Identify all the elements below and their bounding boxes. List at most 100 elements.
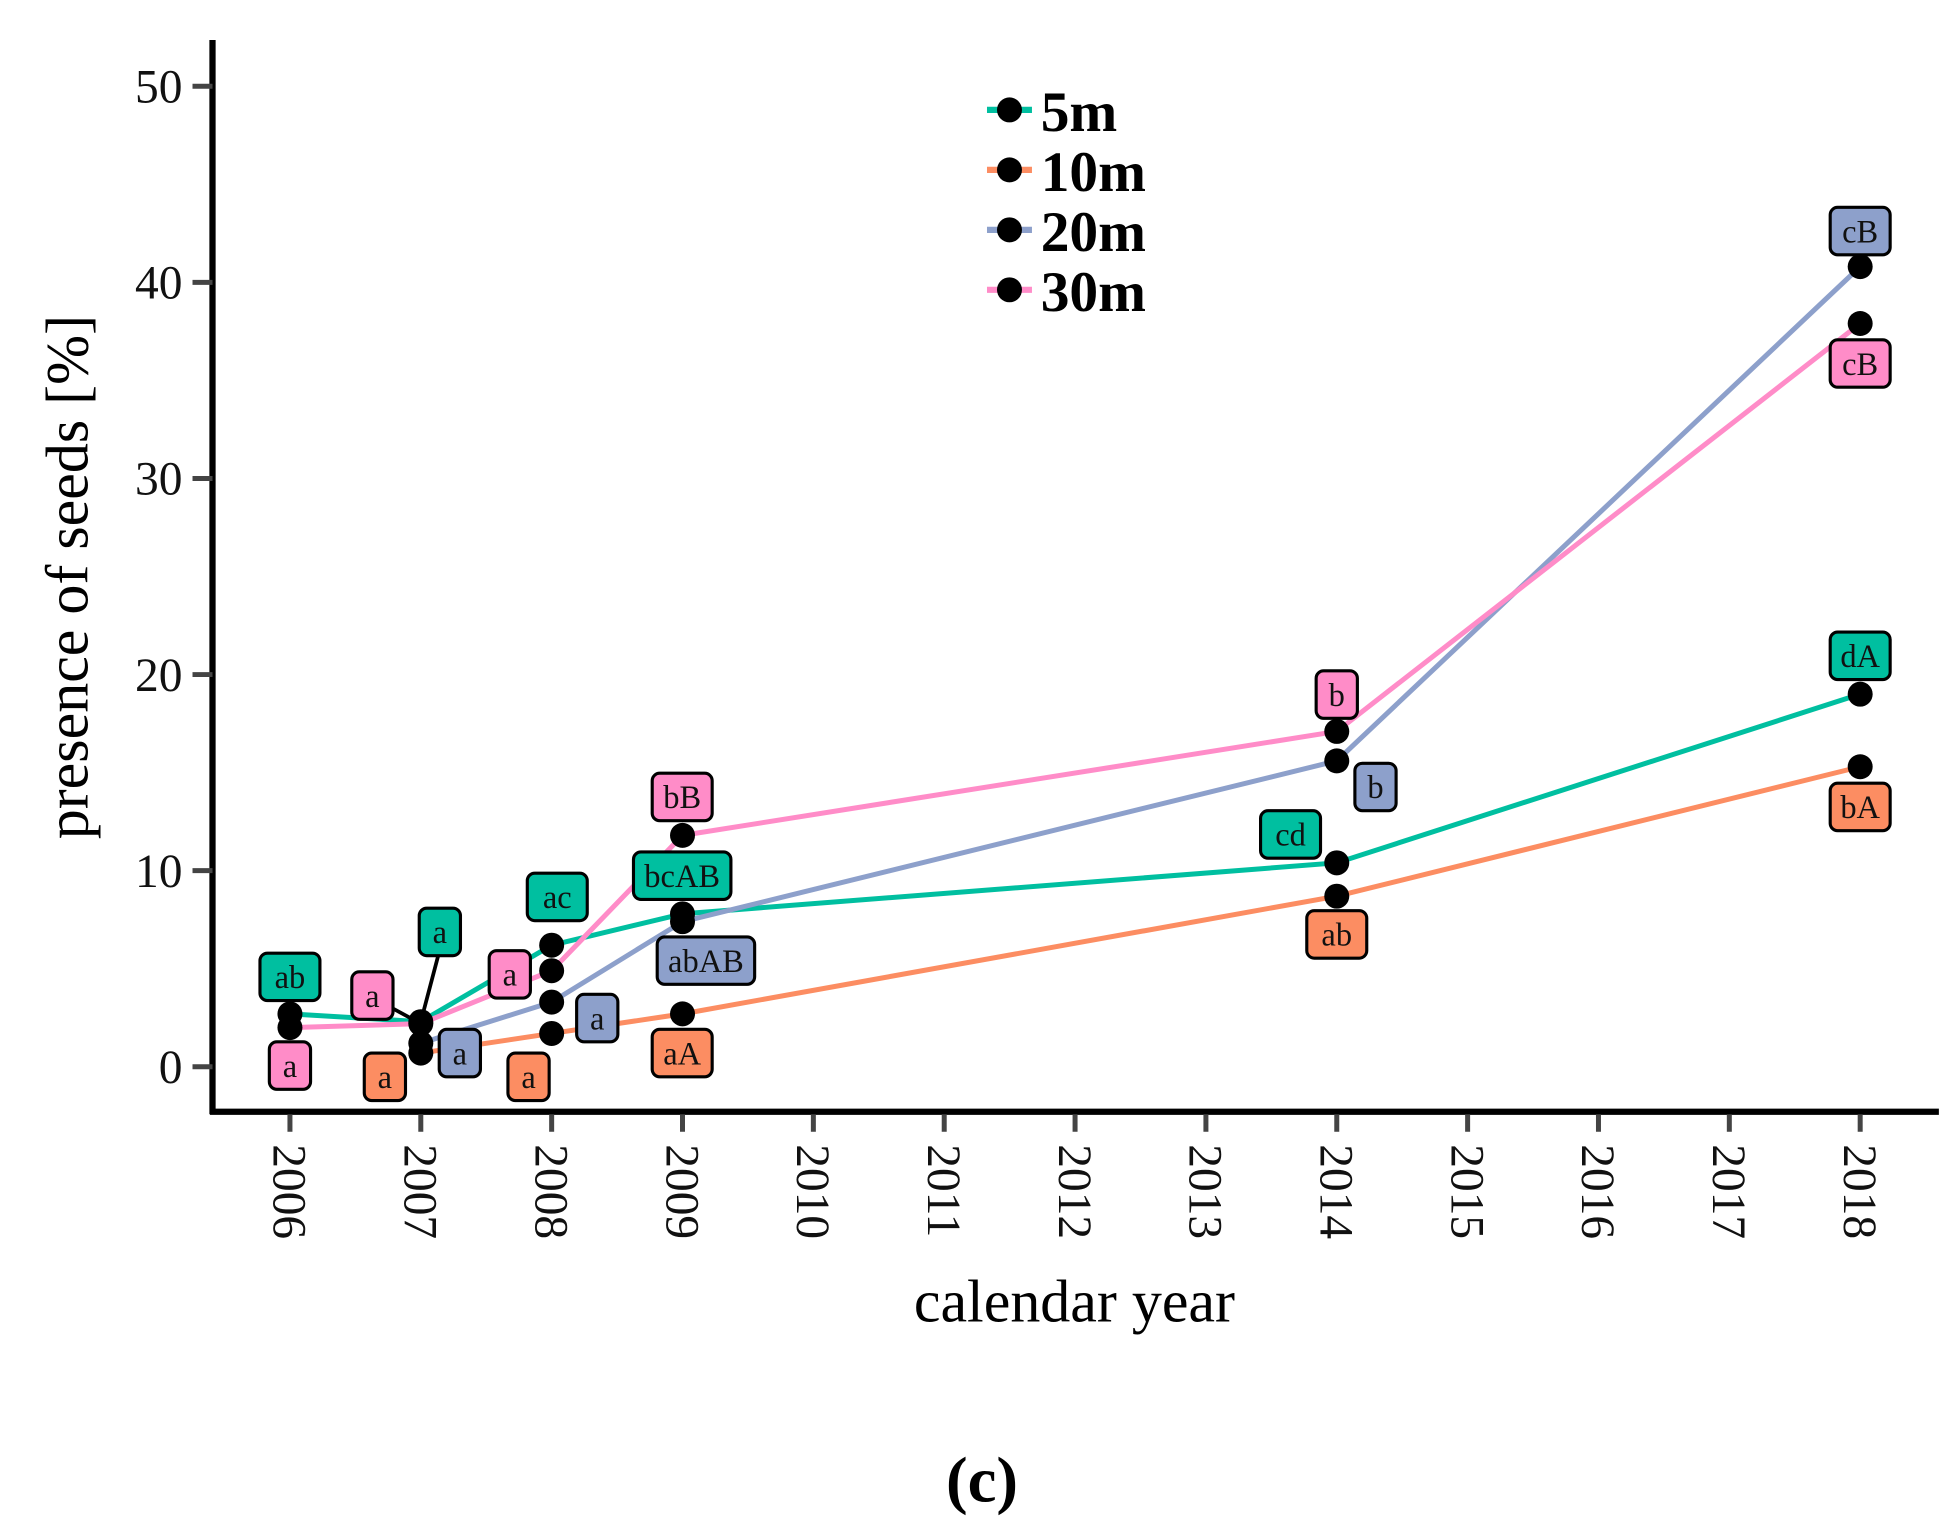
label-text: a [283, 1049, 297, 1085]
label-text: cB [1842, 214, 1878, 250]
label-box [487, 949, 532, 1000]
y-tick-label: 10 [135, 846, 182, 898]
legend-item-30m: 30m [986, 261, 1146, 324]
label-20m-2018: cB [1828, 205, 1892, 257]
label-text: a [453, 1036, 467, 1072]
legend-label: 10m [1041, 141, 1146, 204]
label-30m-2009: bB [650, 771, 714, 823]
label-5m-2014: cd [1259, 809, 1323, 860]
label-text: a [433, 915, 447, 951]
label-5m-2008: ac [525, 871, 589, 923]
label-10m-2009: aA [650, 1027, 714, 1079]
x-tick-label: 2009 [655, 1144, 707, 1239]
label-leader-line [388, 1005, 422, 1026]
x-tick-label: 2010 [786, 1144, 838, 1239]
label-text: cB [1842, 347, 1878, 383]
y-tick-label: 30 [135, 454, 182, 506]
legend-label: 5m [1041, 81, 1118, 144]
y-tick-label: 20 [135, 650, 182, 702]
label-box [631, 850, 733, 901]
x-tick-label: 2006 [263, 1144, 315, 1239]
label-text: a [365, 979, 379, 1015]
label-5m-2018: dA [1828, 630, 1892, 682]
label-box [650, 771, 714, 823]
label-box [655, 935, 757, 986]
legend-item-20m: 20m [986, 201, 1146, 264]
label-text: bA [1840, 790, 1880, 826]
point-30m-2009 [670, 822, 695, 848]
point-labels: ab a ac bcAB cd dA a a aA ab bA a a abAB b cB a a a bB b cB [258, 205, 1892, 1103]
label-text: ab [1321, 918, 1352, 954]
point-10m-2008 [539, 1020, 565, 1046]
line-5m [289, 691, 1861, 1025]
label-20m-2007: a [437, 1027, 483, 1079]
label-20m-2014: b [1353, 761, 1398, 813]
label-box [525, 871, 589, 923]
point-20m-2014 [1324, 748, 1350, 774]
label-20m-2008: a [575, 992, 620, 1044]
label-10m-2008: a [506, 1051, 551, 1103]
label-30m-2018: cB [1828, 338, 1892, 389]
label-30m-2006: a [267, 1040, 313, 1091]
label-10m-2018: bA [1828, 781, 1892, 833]
legend-label: 20m [1041, 201, 1146, 264]
axes: 0 10 20 30 40 50 2006 2007 2008 2009 2010 2011 2012 2… [135, 39, 1939, 1239]
label-box [1314, 669, 1359, 720]
label-text: ac [543, 880, 572, 916]
label-30m-2008: a [487, 949, 532, 1000]
label-text: dA [1840, 639, 1880, 675]
label-box [350, 970, 395, 1021]
point-10m-2018 [1847, 754, 1873, 780]
x-tick-label: 2013 [1179, 1144, 1231, 1239]
label-5m-2006: ab [258, 951, 322, 1003]
x-axis-title: calendar year [914, 1269, 1235, 1335]
x-tick-label: 2015 [1440, 1144, 1492, 1239]
x-tick-label: 2008 [524, 1144, 576, 1239]
label-text: a [521, 1060, 535, 1096]
y-tick-label: 0 [159, 1042, 183, 1094]
legend-item-5m: 5m [986, 81, 1118, 144]
label-box [1353, 761, 1398, 813]
point-30m-2014 [1324, 718, 1350, 744]
label-text: a [378, 1060, 392, 1096]
label-box [1828, 630, 1892, 682]
x-tick-label: 2012 [1048, 1144, 1100, 1239]
label-box [437, 1027, 483, 1079]
x-tick-label: 2014 [1310, 1144, 1362, 1239]
point-30m-2006 [277, 1015, 303, 1041]
point-20m-2008 [539, 989, 565, 1015]
label-text: a [590, 1001, 604, 1037]
label-leader-line [418, 948, 442, 1023]
point-10m-2009 [670, 1001, 695, 1027]
point-30m-2018 [1847, 311, 1873, 336]
label-text: aA [663, 1036, 701, 1072]
point-20m-2007 [408, 1030, 434, 1056]
label-box [1828, 205, 1892, 257]
x-tick-label: 2011 [917, 1144, 969, 1237]
y-tick-label: 50 [135, 61, 182, 113]
point-5m-2014 [1324, 850, 1350, 876]
x-tick-label: 2017 [1702, 1144, 1754, 1239]
label-5m-2009: bcAB [631, 850, 733, 901]
label-text: bB [663, 780, 701, 816]
y-axis-title: presence of seeds [%] [35, 315, 101, 839]
x-tick-label: 2007 [394, 1144, 446, 1239]
panel-label: (c) [946, 1445, 1018, 1517]
label-box [267, 1040, 313, 1091]
label-text: cd [1275, 818, 1306, 854]
y-tick-label: 40 [135, 258, 182, 310]
label-box [1259, 809, 1323, 860]
label-box [1828, 338, 1892, 389]
x-tick-label: 2016 [1571, 1144, 1623, 1239]
label-text: a [503, 958, 517, 994]
label-5m-2007: a [417, 906, 463, 958]
label-box [650, 1027, 714, 1079]
point-5m-2018 [1847, 681, 1873, 707]
label-box [258, 951, 322, 1003]
label-text: b [1329, 678, 1345, 714]
label-box [362, 1051, 408, 1103]
label-text: abAB [668, 944, 744, 980]
point-10m-2014 [1324, 883, 1350, 909]
